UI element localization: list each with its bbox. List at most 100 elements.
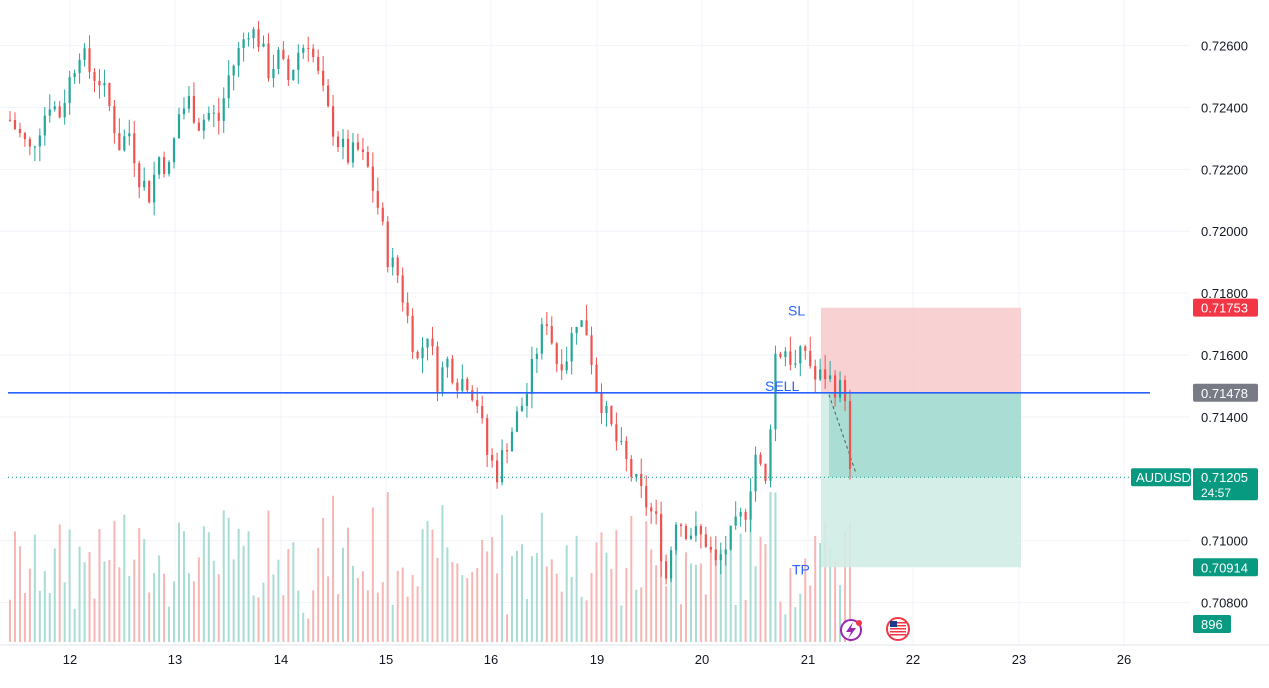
volume-bar: [78, 546, 81, 642]
candle-body: [93, 71, 96, 81]
us-flag-icon-stripe: [890, 634, 906, 636]
volume-bar: [660, 550, 663, 642]
candle-body: [481, 406, 484, 419]
candle-body: [510, 431, 514, 452]
volume-bar: [585, 600, 588, 642]
volume-badge[interactable]: [1193, 615, 1231, 633]
volume-bar: [431, 529, 434, 642]
candle-body: [500, 450, 504, 483]
volume-bar: [699, 563, 702, 642]
profit-progress-zone: [829, 392, 1021, 478]
volume-bar: [411, 574, 414, 642]
volume-bar: [575, 535, 578, 642]
candle-body: [237, 47, 240, 66]
last-price-badge[interactable]: [1193, 468, 1258, 501]
volume-bar: [322, 517, 325, 642]
candle-body: [33, 146, 36, 148]
volume-bar: [789, 568, 792, 642]
candle-body: [108, 82, 111, 107]
candle-body: [754, 454, 757, 492]
volume-bar: [804, 558, 807, 642]
volume-bar: [282, 595, 285, 642]
volume-bar: [153, 573, 156, 642]
candle-body: [143, 180, 146, 188]
x-tick-label: 12: [63, 652, 77, 667]
volume-bar: [202, 526, 205, 642]
volume-bar: [192, 581, 195, 642]
volume-bar: [520, 544, 523, 642]
volume-bar: [381, 582, 384, 642]
volume-bar: [108, 559, 111, 642]
candle-body: [103, 82, 106, 86]
candle-body: [486, 418, 489, 455]
volume-bar: [232, 559, 235, 642]
volume-bar: [163, 573, 166, 642]
candle-body: [331, 106, 335, 137]
volume-bar: [217, 574, 220, 642]
candle-body: [361, 149, 364, 152]
symbol-badge[interactable]: [1131, 468, 1191, 487]
volume-bar: [759, 536, 762, 642]
us-flag-icon[interactable]: [886, 617, 910, 641]
candle-body: [635, 473, 638, 477]
volume-bar: [426, 520, 429, 642]
candle-body: [297, 52, 300, 70]
take-profit-price-badge[interactable]: [1193, 558, 1258, 577]
candle-body: [664, 561, 668, 579]
candle-body: [307, 47, 310, 49]
volume-bar: [839, 585, 842, 642]
entry-price-badge[interactable]: [1193, 383, 1258, 402]
x-tick-label: 21: [801, 652, 815, 667]
volume-bar: [252, 595, 255, 642]
candle-body: [322, 70, 325, 86]
volume-bar: [610, 568, 613, 642]
volume-bar: [779, 601, 782, 642]
time-axis[interactable]: 12 13 14 15 16 19 20 21 22 23 26: [0, 644, 1269, 667]
stop-loss-zone[interactable]: [821, 307, 1021, 393]
candle-body: [172, 138, 176, 163]
y-tick-label: 0.71800: [1201, 286, 1248, 301]
candle-body: [833, 375, 837, 398]
candle-body: [272, 68, 275, 79]
candle-body: [341, 138, 345, 148]
candle-body: [202, 119, 205, 131]
entry-price-badge-text: 0.71478: [1201, 386, 1248, 401]
candle-body: [570, 333, 573, 362]
volume-bar: [267, 510, 270, 642]
lightning-icon[interactable]: [840, 619, 862, 641]
short-position-tool[interactable]: [821, 307, 1021, 568]
volume-bar: [675, 544, 678, 642]
volume-bar: [63, 582, 66, 642]
volume-bar: [689, 563, 692, 642]
candle-body: [824, 369, 827, 380]
volume-bar: [262, 582, 265, 642]
volume-bar: [655, 565, 658, 642]
volume-bar: [113, 520, 116, 642]
candle-body: [719, 554, 722, 561]
candle-body: [491, 454, 494, 461]
volume-bar: [68, 529, 71, 642]
volume-bar: [187, 573, 190, 642]
candle-body: [764, 463, 767, 481]
candle-body: [18, 128, 22, 134]
price-axis[interactable]: 0.72600 0.72400 0.72200 0.72000 0.71800 0.716…: [1131, 39, 1258, 633]
candle-body: [327, 85, 330, 107]
candle-body: [411, 315, 414, 352]
volume-bar: [650, 549, 653, 642]
candle-body: [133, 133, 136, 164]
x-tick-label: 13: [168, 652, 182, 667]
event-icons[interactable]: [840, 617, 910, 641]
candle-body: [674, 524, 678, 551]
candle-body: [391, 257, 394, 268]
volume-bar: [332, 495, 335, 642]
candle-body: [744, 511, 747, 520]
volume-bar: [704, 594, 707, 642]
stop-loss-price-badge[interactable]: [1193, 298, 1258, 317]
candle-body: [416, 351, 419, 359]
volume-bar: [461, 575, 464, 642]
volume-bar: [486, 551, 489, 642]
candle-body: [262, 43, 265, 47]
volume-bar: [416, 586, 419, 642]
